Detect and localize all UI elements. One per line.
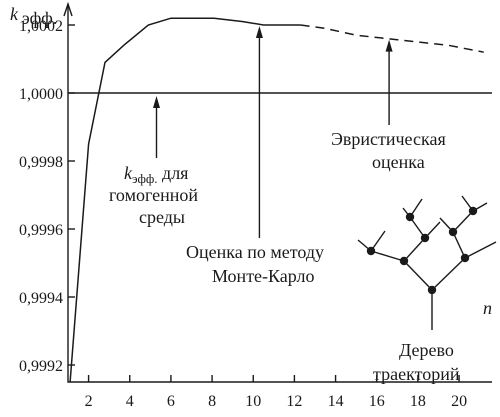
x-tick-label: 12 [286,393,302,410]
y-tick-label: 0,9992 [19,358,63,375]
tree-branch [403,237,426,262]
y-tick-label: 0,9996 [19,222,63,239]
tree-node [366,246,376,256]
annotation-homogeneous-line3: среды [139,207,185,227]
x-axis-label: n [483,298,492,318]
tree-node [448,227,458,237]
annotation-homogeneous-line2: гомогенной [109,185,198,205]
annotation-heuristic-line1: Эвристическая [331,129,446,149]
x-tick-label: 4 [126,393,134,410]
tree-branch [403,260,433,291]
tree-branch [452,231,466,259]
annotation-heuristic-line2: оценка [372,152,425,172]
x-tick-label: 14 [328,393,344,410]
arrow-heuristic-head [385,39,393,52]
annotation-tree: Дерево траекторий [373,340,460,384]
x-tick-label: 16 [369,393,385,410]
annotation-monte-carlo-line1: Оценка по методу [186,242,324,262]
trajectory-tree-diagram [357,195,497,330]
series-group [69,17,484,383]
tree-node [405,212,415,222]
tree-branch [431,257,466,291]
annotation-homogeneous-line1: kэфф. для [124,163,188,186]
tree-node [420,233,430,243]
tree-node [399,256,409,266]
axes-frame [67,4,492,383]
y-tick-label: 0,9998 [19,154,63,171]
y-tick-label: 1,0000 [19,86,63,103]
tree-branch [370,250,405,262]
x-tick-label: 20 [451,393,467,410]
y-tick-label: 1,0002 [19,18,63,35]
x-tick-label: 8 [208,393,216,410]
x-tick-label: 18 [410,393,426,410]
axes [63,1,492,383]
y-axis-arrowhead [63,1,73,17]
tree-node [468,206,478,216]
annotation-heuristic: Эвристическая оценка [331,129,446,172]
y-tick-label: 0,9994 [19,290,63,307]
series-monte-carlo-solid [69,17,301,383]
annotation-homogeneous: kэфф. для гомогенной среды [109,163,198,227]
annotation-tree-line2: траекторий [373,364,460,384]
tick-group: 0,9992 0,9994 0,9996 0,9998 1,0000 1,0002 2 4 6 8… [19,18,467,410]
x-tick-label: 10 [245,393,261,410]
annotation-tree-line1: Дерево [399,340,454,360]
x-tick-label: 2 [85,393,93,410]
arrow-homogeneous-head [153,96,161,108]
tree-branch [464,241,497,259]
annotation-monte-carlo-line2: Монте-Карло [212,266,315,286]
y-axis-label: k [10,4,19,24]
tree-branch [452,210,474,233]
y-axis-label-sub: эфф. [22,8,57,28]
tree-node [460,253,470,263]
annotation-monte-carlo: Оценка по методу Монте-Карло [186,242,324,286]
arrow-monte-carlo-head [255,26,263,38]
x-tick-label: 6 [167,393,175,410]
tree-branch [409,216,426,239]
annotation-arrows [153,26,393,238]
tree-node [427,285,437,295]
series-heuristic-dashed [300,24,484,53]
